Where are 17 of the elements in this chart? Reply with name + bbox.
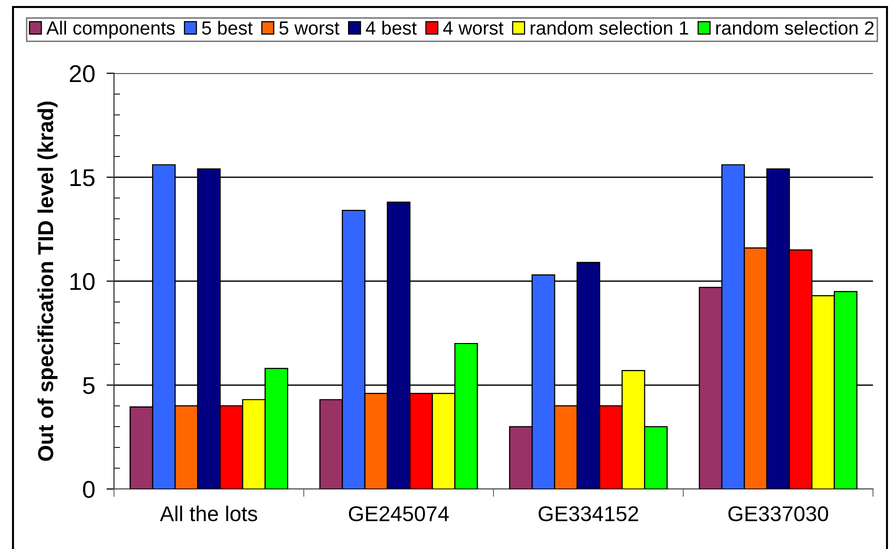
legend-label: 5 worst xyxy=(279,22,340,35)
legend-label: 5 best xyxy=(202,20,253,35)
y-tick-label: 5 xyxy=(83,377,95,394)
x-tick-label: GE245074 xyxy=(348,506,449,522)
legend-label: random selection 1 xyxy=(530,20,688,35)
legend-label: 4 worst xyxy=(443,22,504,35)
legend-label: All components xyxy=(46,20,175,38)
legend-label: 4 best xyxy=(366,20,417,35)
legend-label: random selection 2 xyxy=(716,20,874,35)
y-tick-label: 0 xyxy=(83,480,95,498)
x-tick-label: GE337030 xyxy=(728,506,828,522)
y-tick-label: 10 xyxy=(70,273,95,290)
y-tick-label: 15 xyxy=(70,169,95,186)
x-tick-label: All the lots xyxy=(160,506,258,522)
y-axis-title: Out of specification TID level (krad) xyxy=(37,102,58,461)
x-tick-label: GE334152 xyxy=(538,506,638,522)
y-tick-label: 20 xyxy=(70,65,95,82)
